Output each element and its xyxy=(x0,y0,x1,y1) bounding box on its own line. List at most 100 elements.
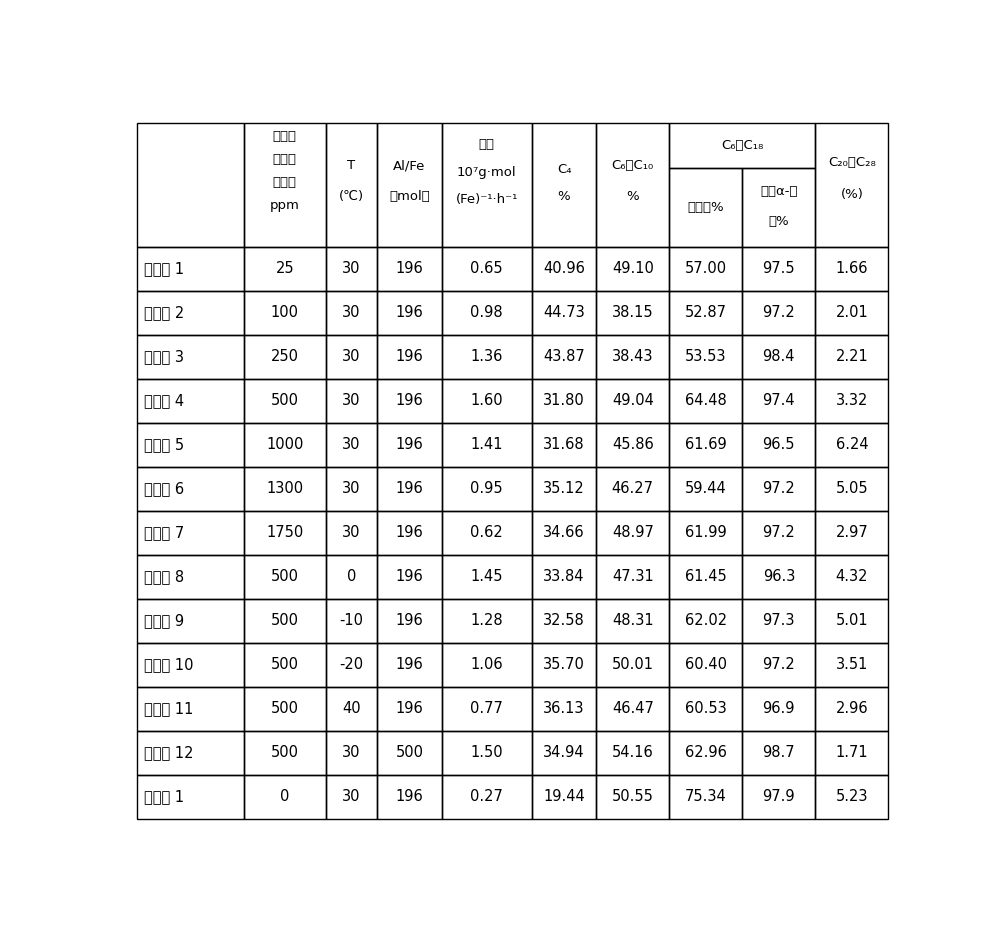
Bar xyxy=(596,291,669,335)
Bar xyxy=(742,511,815,555)
Bar xyxy=(596,123,669,246)
Text: 2.21: 2.21 xyxy=(835,350,868,364)
Bar xyxy=(669,731,742,774)
Text: 97.2: 97.2 xyxy=(762,305,795,320)
Bar xyxy=(137,774,244,818)
Text: 30: 30 xyxy=(342,481,361,496)
Bar xyxy=(669,123,815,169)
Bar xyxy=(326,687,377,731)
Text: 30: 30 xyxy=(342,393,361,408)
Bar xyxy=(442,643,532,687)
Text: 2.96: 2.96 xyxy=(836,701,868,716)
Text: 1.66: 1.66 xyxy=(836,261,868,276)
Text: 实施例 11: 实施例 11 xyxy=(144,701,194,716)
Text: 48.31: 48.31 xyxy=(612,613,654,628)
Bar xyxy=(326,378,377,422)
Bar xyxy=(244,246,326,291)
Text: 0.62: 0.62 xyxy=(470,525,503,541)
Text: 0.95: 0.95 xyxy=(470,481,503,496)
Text: 96.5: 96.5 xyxy=(763,437,795,452)
Bar xyxy=(742,598,815,643)
Text: 30: 30 xyxy=(342,789,361,804)
Bar xyxy=(137,422,244,467)
Text: 100: 100 xyxy=(271,305,299,320)
Bar xyxy=(532,422,596,467)
Text: 196: 196 xyxy=(396,657,423,672)
Bar xyxy=(815,291,888,335)
Bar xyxy=(244,774,326,818)
Text: 0: 0 xyxy=(347,569,356,584)
Text: 1.45: 1.45 xyxy=(470,569,503,584)
Text: 54.16: 54.16 xyxy=(612,746,654,761)
Bar xyxy=(669,169,742,246)
Bar xyxy=(137,687,244,731)
Bar xyxy=(532,598,596,643)
Bar xyxy=(137,291,244,335)
Bar xyxy=(377,731,442,774)
Bar xyxy=(669,643,742,687)
Bar xyxy=(326,731,377,774)
Text: (℃): (℃) xyxy=(339,190,364,203)
Text: 53.53: 53.53 xyxy=(685,350,727,364)
Text: 97.2: 97.2 xyxy=(762,525,795,541)
Bar xyxy=(326,291,377,335)
Bar xyxy=(244,291,326,335)
Text: C₄: C₄ xyxy=(557,163,571,176)
Text: T: T xyxy=(347,159,355,172)
Text: 47.31: 47.31 xyxy=(612,569,654,584)
Text: 实施例 7: 实施例 7 xyxy=(144,525,184,541)
Bar xyxy=(669,422,742,467)
Bar xyxy=(669,467,742,511)
Text: 30: 30 xyxy=(342,746,361,761)
Bar xyxy=(669,687,742,731)
Text: 6.24: 6.24 xyxy=(836,437,868,452)
Bar xyxy=(377,511,442,555)
Text: 1.60: 1.60 xyxy=(470,393,503,408)
Text: 10⁷g·mol: 10⁷g·mol xyxy=(457,166,517,179)
Text: （mol）: （mol） xyxy=(389,190,430,203)
Text: C₆～C₁₈: C₆～C₁₈ xyxy=(721,139,764,152)
Text: 5.01: 5.01 xyxy=(836,613,868,628)
Text: 0.27: 0.27 xyxy=(470,789,503,804)
Bar xyxy=(377,643,442,687)
Text: (%): (%) xyxy=(840,188,863,201)
Bar xyxy=(669,774,742,818)
Bar xyxy=(326,598,377,643)
Bar xyxy=(442,335,532,378)
Bar xyxy=(326,511,377,555)
Text: 1.36: 1.36 xyxy=(471,350,503,364)
Text: 196: 196 xyxy=(396,393,423,408)
Bar xyxy=(244,731,326,774)
Text: 活性: 活性 xyxy=(479,139,495,151)
Text: 196: 196 xyxy=(396,525,423,541)
Text: 40.96: 40.96 xyxy=(543,261,585,276)
Bar xyxy=(532,555,596,598)
Text: 实施例 12: 实施例 12 xyxy=(144,746,194,761)
Text: 59.44: 59.44 xyxy=(685,481,727,496)
Text: 38.43: 38.43 xyxy=(612,350,654,364)
Text: 196: 196 xyxy=(396,789,423,804)
Text: 97.3: 97.3 xyxy=(763,613,795,628)
Text: 43.87: 43.87 xyxy=(543,350,585,364)
Text: Al/Fe: Al/Fe xyxy=(393,159,426,172)
Bar xyxy=(742,467,815,511)
Text: 38.15: 38.15 xyxy=(612,305,654,320)
Text: 500: 500 xyxy=(271,657,299,672)
Text: 含量，%: 含量，% xyxy=(687,201,724,214)
Bar xyxy=(442,687,532,731)
Text: 49.10: 49.10 xyxy=(612,261,654,276)
Bar xyxy=(742,422,815,467)
Text: 实施例 5: 实施例 5 xyxy=(144,437,184,452)
Text: 62.96: 62.96 xyxy=(685,746,727,761)
Bar xyxy=(596,422,669,467)
Bar xyxy=(815,687,888,731)
Text: 50.01: 50.01 xyxy=(612,657,654,672)
Bar xyxy=(742,643,815,687)
Bar xyxy=(377,687,442,731)
Text: 196: 196 xyxy=(396,569,423,584)
Text: 196: 196 xyxy=(396,613,423,628)
Text: 46.27: 46.27 xyxy=(612,481,654,496)
Bar xyxy=(244,511,326,555)
Bar xyxy=(742,335,815,378)
Bar xyxy=(326,643,377,687)
